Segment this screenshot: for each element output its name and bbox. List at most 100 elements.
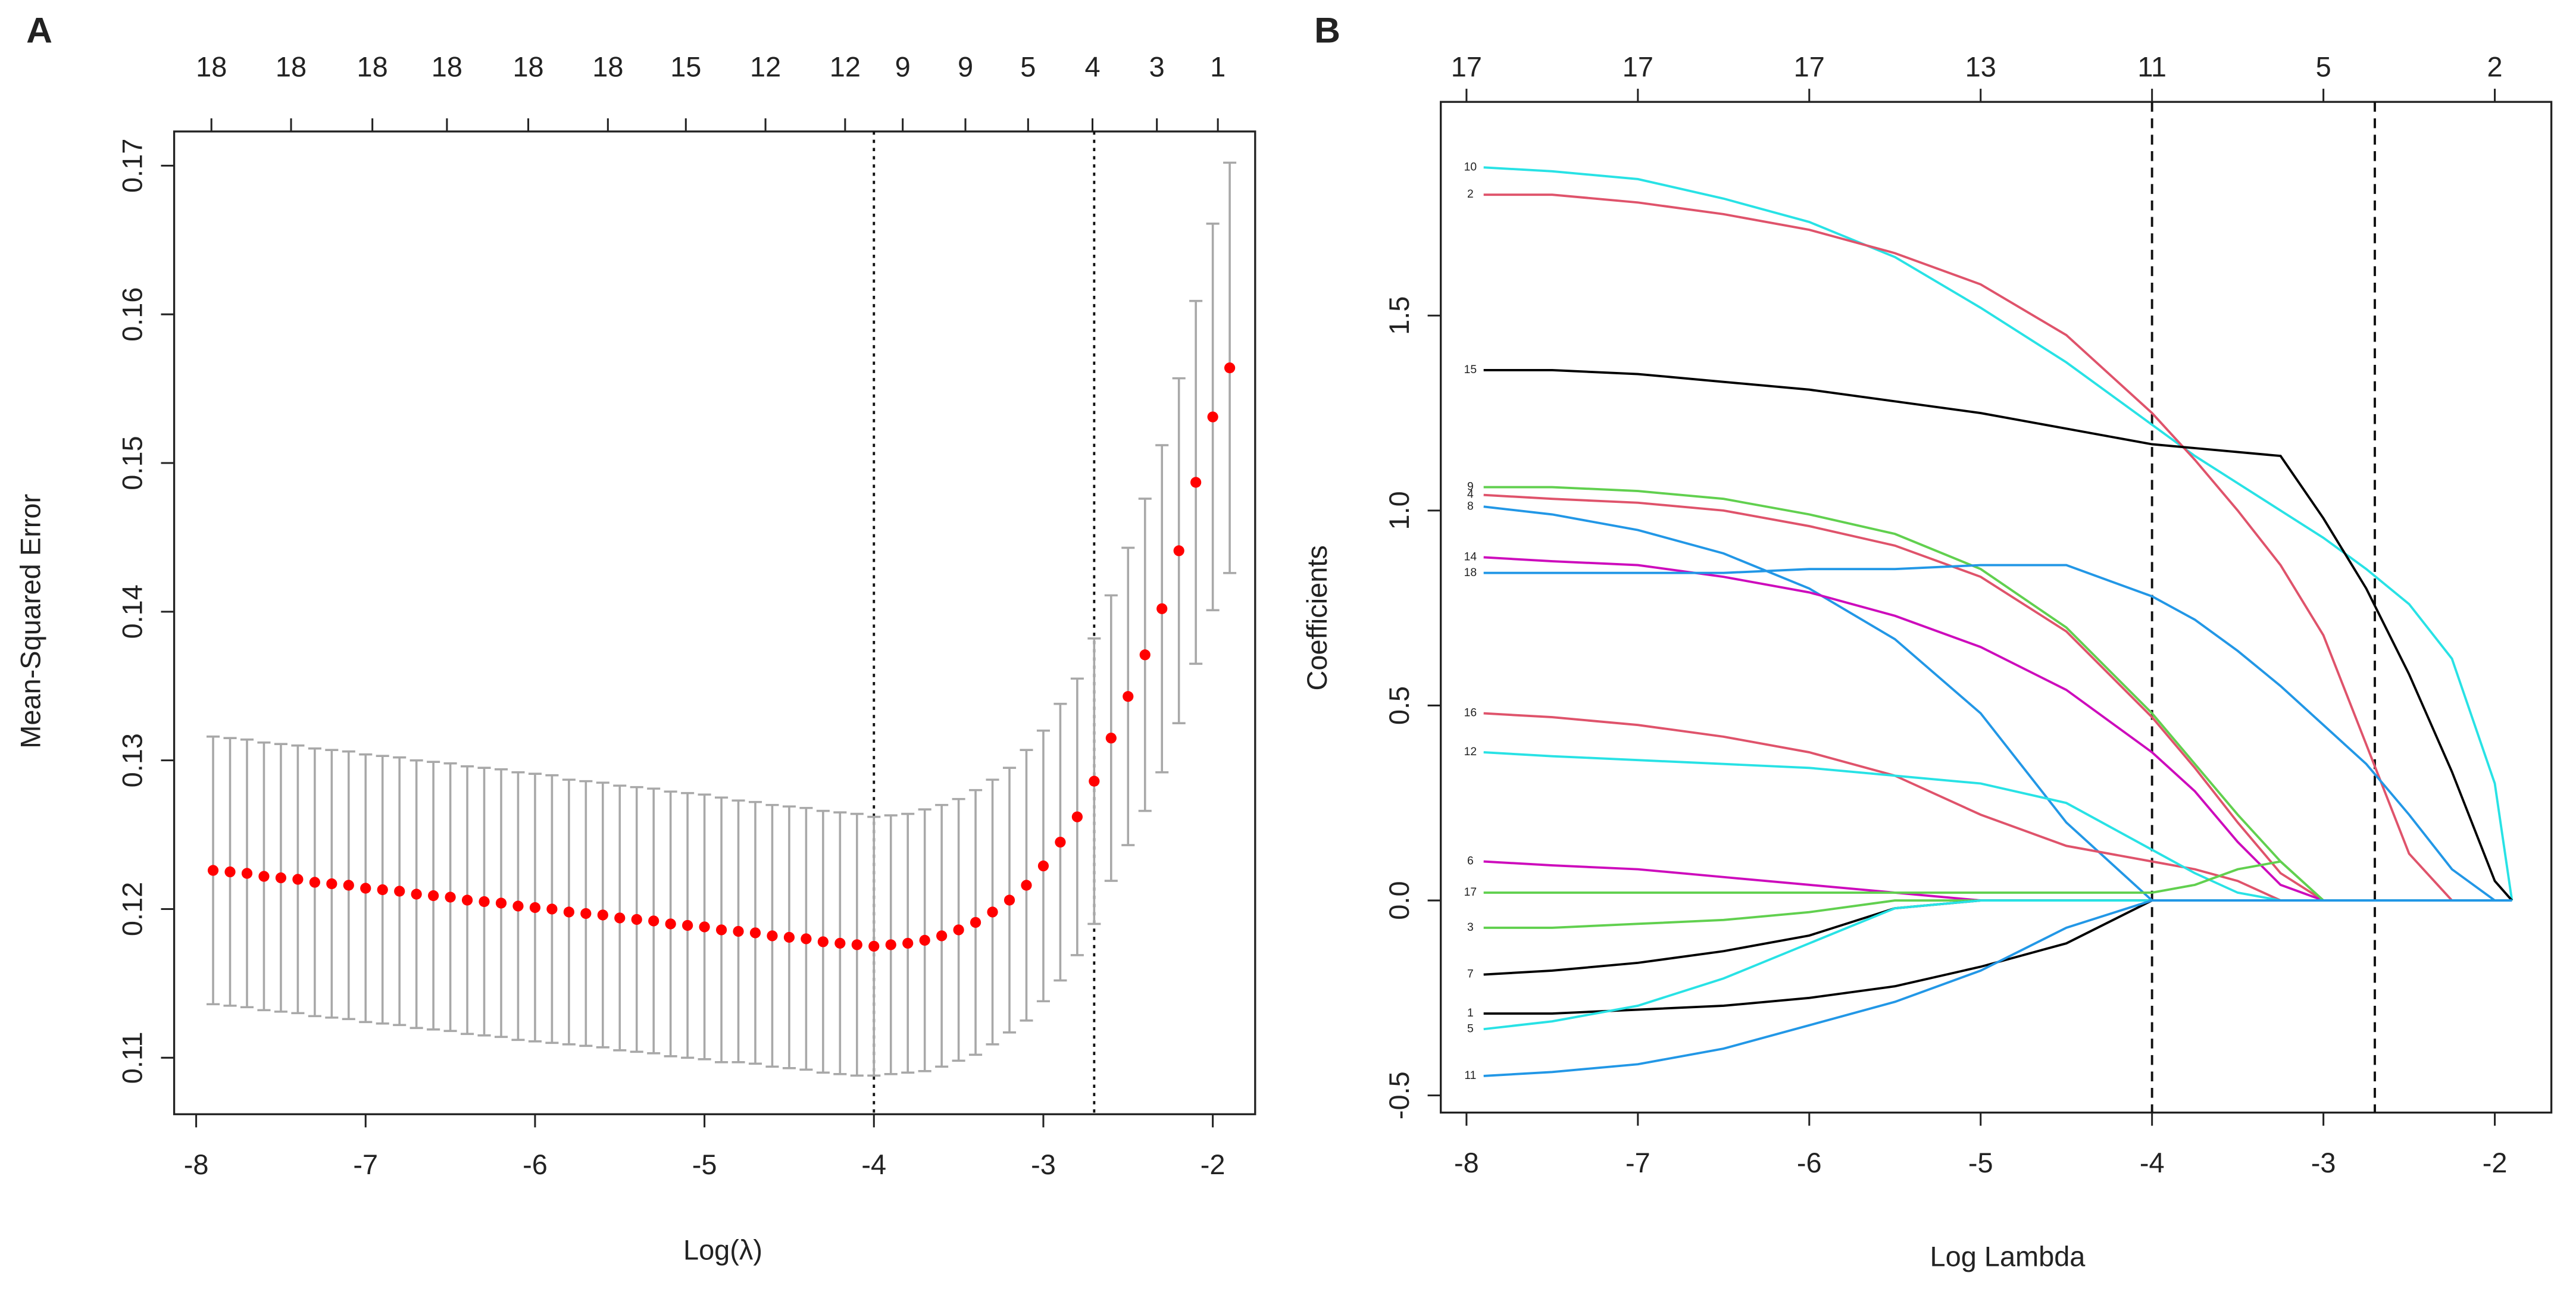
coefficient-path (1483, 193, 2512, 902)
point (868, 940, 880, 952)
x-tick-label: -7 (353, 1149, 378, 1180)
point (207, 865, 219, 876)
x-tick-label: -2 (2483, 1147, 2508, 1178)
path-label: 9 (1467, 481, 1474, 493)
point (715, 924, 727, 936)
y-axis-label: Mean-Squared Error (15, 494, 46, 749)
point (597, 909, 608, 921)
point (1190, 477, 1202, 488)
path-label: 1 (1467, 1007, 1474, 1019)
x-tick-label: -6 (1797, 1147, 1822, 1178)
x-tick-label: -8 (184, 1149, 209, 1180)
top-tick-label: 5 (2316, 51, 2331, 82)
x-tick-label: -4 (861, 1149, 886, 1180)
path-label: 2 (1467, 188, 1474, 201)
point (970, 916, 981, 928)
top-tick-label: 13 (1965, 51, 1996, 82)
y-tick-label: 0.14 (117, 584, 148, 639)
point (445, 892, 456, 903)
top-tick-label: 17 (1622, 51, 1653, 82)
top-tick-label: 1 (1210, 51, 1226, 82)
point (309, 877, 320, 888)
top-tick-label: 3 (1149, 51, 1165, 82)
point (394, 886, 405, 897)
panel-letter: B (1314, 10, 1340, 50)
point (1105, 733, 1117, 744)
top-tick-label: 12 (830, 51, 861, 82)
y-tick-label: 0.0 (1384, 881, 1415, 919)
top-tick-label: 4 (1084, 51, 1100, 82)
point (699, 921, 710, 933)
path-label: 14 (1464, 551, 1477, 564)
coefficient-path (1483, 751, 2512, 902)
path-label: 17 (1464, 886, 1477, 899)
point (902, 937, 914, 949)
point (224, 866, 236, 878)
x-tick-label: -4 (2140, 1147, 2165, 1178)
x-tick-label: -6 (523, 1149, 548, 1180)
top-tick-label: 5 (1020, 51, 1036, 82)
path-label: 15 (1464, 364, 1477, 376)
x-tick-label: -5 (1968, 1147, 1993, 1178)
y-tick-label: 0.12 (117, 882, 148, 936)
y-tick-label: 1.5 (1384, 296, 1415, 335)
path-label: 7 (1467, 968, 1474, 981)
point (936, 930, 948, 941)
point (885, 939, 896, 950)
point (1089, 775, 1100, 787)
point (648, 915, 659, 927)
top-tick-label: 9 (895, 51, 911, 82)
top-tick-label: 2 (2487, 51, 2503, 82)
panel-letter: A (26, 10, 52, 50)
point (1071, 811, 1083, 822)
point (326, 878, 337, 890)
y-tick-label: 0.16 (117, 287, 148, 342)
x-axis-label: Log Lambda (1930, 1241, 2086, 1272)
x-axis-label: Log(λ) (683, 1235, 762, 1266)
coefficient-path (1483, 860, 2512, 902)
point (1173, 545, 1184, 556)
coefficient-path (1483, 860, 2512, 902)
plot-frame (173, 130, 1256, 1115)
coefficient-path (1483, 166, 2514, 901)
y-tick-label: 0.5 (1384, 686, 1415, 725)
point (1156, 603, 1168, 614)
point (479, 896, 490, 908)
coefficient-path (1483, 899, 2512, 1015)
top-tick-label: 11 (2137, 51, 2167, 82)
point (817, 936, 829, 947)
point (343, 880, 354, 891)
point (1021, 880, 1032, 891)
point (783, 931, 795, 943)
x-tick-label: -2 (1201, 1149, 1226, 1180)
y-tick-label: -0.5 (1384, 1071, 1415, 1119)
path-label: 16 (1464, 707, 1477, 720)
top-tick-label: 9 (958, 51, 973, 82)
coefficient-path (1483, 556, 2512, 902)
coefficient-path (1483, 899, 2512, 1077)
path-label: 18 (1464, 567, 1477, 579)
point (767, 930, 778, 941)
top-tick-label: 18 (512, 51, 543, 82)
x-tick-label: -3 (1031, 1149, 1056, 1180)
point (919, 934, 930, 946)
point (665, 918, 676, 930)
top-tick-label: 17 (1451, 51, 1482, 82)
x-tick-label: -8 (1454, 1147, 1479, 1178)
point (512, 900, 524, 912)
plot-frame (1440, 101, 2553, 1114)
path-label: 3 (1467, 921, 1474, 934)
point (733, 925, 744, 937)
top-tick-label: 18 (196, 51, 227, 82)
point (580, 908, 592, 919)
path-label: 8 (1467, 500, 1474, 512)
x-tick-label: -7 (1625, 1147, 1650, 1178)
path-label: 11 (1464, 1069, 1476, 1082)
point (292, 874, 304, 885)
point (377, 884, 388, 896)
top-tick-label: 15 (670, 51, 701, 82)
x-tick-label: -5 (692, 1149, 717, 1180)
point (1003, 894, 1015, 906)
path-label: 10 (1464, 161, 1477, 173)
